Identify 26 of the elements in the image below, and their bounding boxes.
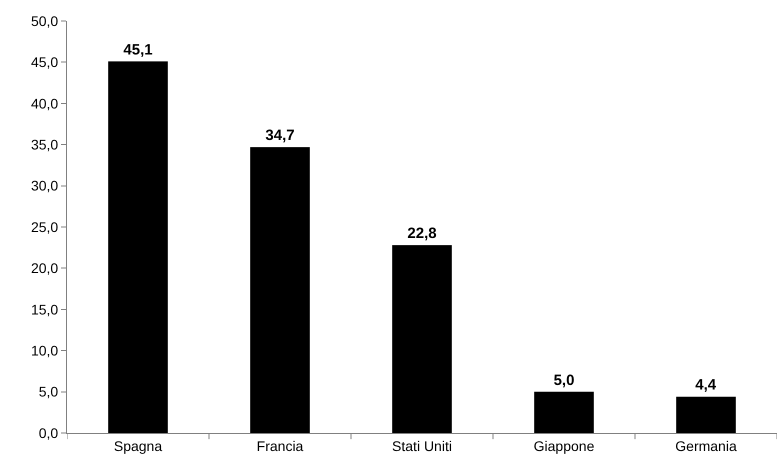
x-tick-label: Francia <box>256 438 304 454</box>
y-tick-label: 15,0 <box>30 301 58 318</box>
bar <box>534 392 594 433</box>
y-tick-label: 30,0 <box>30 178 58 194</box>
y-tick-label: 25,0 <box>30 218 58 235</box>
x-tick-label: Spagna <box>114 438 162 454</box>
x-tick-label: Germania <box>675 438 737 454</box>
x-tick-label: Giappone <box>534 438 595 454</box>
data-label: 45,1 <box>123 41 153 58</box>
bar <box>676 396 736 433</box>
y-tick-label: 0,0 <box>38 424 58 441</box>
y-tick-label: 50,0 <box>30 12 58 29</box>
y-tick-label: 40,0 <box>30 95 58 112</box>
y-tick-label: 5,0 <box>38 384 58 400</box>
y-tick-label: 20,0 <box>30 260 58 276</box>
bar <box>250 147 310 433</box>
y-tick-label: 35,0 <box>30 136 58 152</box>
y-tick-label: 45,0 <box>30 54 58 70</box>
x-tick-label: Stati Uniti <box>392 438 452 454</box>
data-label: 22,8 <box>407 225 437 242</box>
bar <box>392 245 452 433</box>
data-label: 4,4 <box>695 376 717 394</box>
bar <box>108 61 168 433</box>
data-label: 5,0 <box>554 372 574 389</box>
y-tick-label: 10,0 <box>30 342 58 358</box>
data-label: 34,7 <box>265 127 295 144</box>
